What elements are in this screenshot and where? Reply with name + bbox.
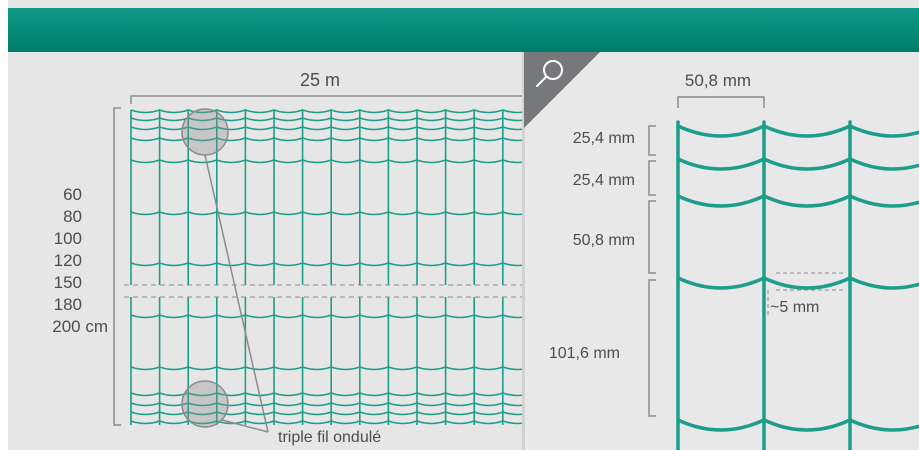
height-dimension-bracket: [113, 107, 121, 426]
mesh-horizontal-wire: [130, 392, 524, 397]
mesh-horizontal-wire: [676, 194, 919, 208]
height-label: 120: [54, 251, 82, 270]
spacing-label: 25,4 mm: [573, 172, 635, 189]
height-label: 100: [54, 229, 82, 248]
mesh-horizontal-wire: [676, 157, 919, 171]
spacing-bracket-1: [648, 125, 656, 156]
mesh-horizontal-wire: [130, 366, 524, 371]
mesh-width-bracket: [677, 96, 765, 108]
cut-line: [124, 284, 524, 298]
overview-mesh: [130, 109, 524, 425]
detail-panel: 50,8 mm 25,4 mm 25,4 mm 50,8 mm 101,6 mm…: [522, 52, 919, 450]
spacing-brackets: [648, 125, 656, 417]
callout-leader-bottom: [221, 419, 269, 433]
wave-depth-label: ~5 mm: [770, 299, 819, 316]
width-label: 25 m: [300, 70, 340, 90]
mesh-horizontal-wire: [130, 402, 524, 407]
triple-wire-callout: triple fil ondulé: [181, 108, 381, 446]
callout-circle-top: [181, 108, 229, 156]
mesh-horizontal-wire: [130, 411, 524, 416]
mesh-horizontal-wire: [676, 124, 919, 138]
mesh-horizontal-wire: [130, 262, 524, 267]
callout-leader-top: [204, 154, 269, 433]
spacing-label: 25,4 mm: [573, 130, 635, 147]
mesh-horizontal-wire: [130, 117, 524, 122]
mesh-horizontal-wire: [130, 159, 524, 164]
height-label: 180: [54, 295, 82, 314]
spacing-bracket-4: [648, 279, 656, 417]
magnifier-corner: [524, 52, 600, 128]
header-bar: [8, 8, 919, 52]
height-label: 80: [63, 207, 82, 226]
height-label: 200 cm: [52, 317, 108, 336]
mesh-horizontal-wire: [130, 211, 524, 216]
mesh-horizontal-wire: [676, 276, 919, 290]
mesh-horizontal-wire: [130, 420, 524, 425]
spacing-label: 101,6 mm: [549, 345, 620, 362]
wave-depth-indicator: ~5 mm: [767, 272, 844, 316]
overview-panel: 25 m 60 80 100 120 150 180 200 cm: [52, 70, 524, 446]
mesh-horizontal-wire: [130, 314, 524, 319]
spacing-bracket-3: [648, 200, 656, 274]
callout-circle-bottom: [181, 380, 229, 428]
magnifier-icon: [536, 60, 563, 87]
mesh-horizontal-wire: [130, 137, 524, 142]
width-dimension-bracket: [130, 95, 522, 104]
mesh-horizontal-wire: [130, 126, 524, 131]
height-list: 60 80 100 120 150 180 200 cm: [52, 185, 108, 336]
spacing-bracket-2: [648, 160, 656, 196]
height-label: 60: [63, 185, 82, 204]
mesh-width-label: 50,8 mm: [685, 71, 751, 90]
spacing-label: 50,8 mm: [573, 232, 635, 249]
mesh-horizontal-wire: [676, 418, 919, 432]
detail-mesh: [676, 120, 919, 450]
callout-label: triple fil ondulé: [278, 429, 381, 446]
height-label: 150: [54, 273, 82, 292]
mesh-horizontal-wire: [130, 109, 524, 114]
